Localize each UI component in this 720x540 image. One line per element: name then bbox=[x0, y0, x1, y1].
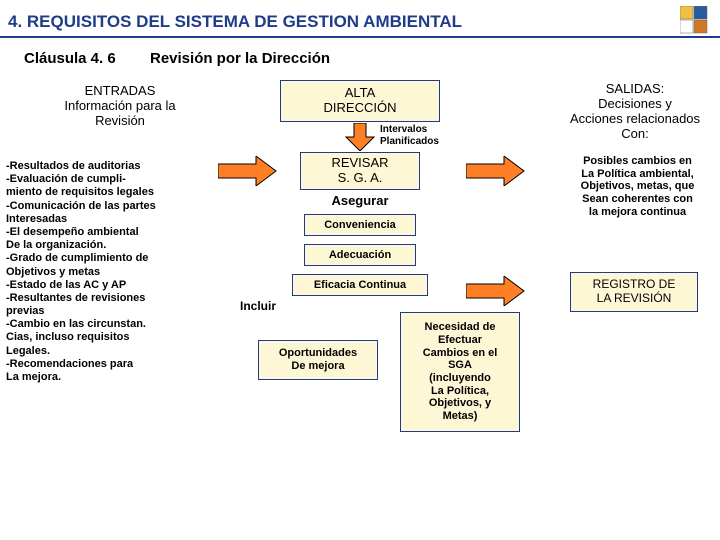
arrow-revisar-salidas-icon bbox=[466, 156, 526, 186]
adecuacion-text: Adecuación bbox=[329, 249, 391, 262]
eficacia-text: Eficacia Continua bbox=[314, 279, 406, 292]
logo-icon bbox=[680, 6, 708, 34]
clause-title: Revisión por la Dirección bbox=[150, 50, 330, 67]
section-divider bbox=[0, 36, 720, 38]
registro-box: REGISTRO DE LA REVISIÓN bbox=[570, 272, 698, 312]
intervalos-label: Intervalos Planificados bbox=[380, 124, 470, 147]
arrow-entradas-revisar-icon bbox=[218, 156, 278, 186]
oportunidades-text: Oportunidades De mejora bbox=[279, 347, 357, 372]
revisar-box: REVISAR S. G. A. bbox=[300, 152, 420, 190]
alta-direccion-box: ALTA DIRECCIÓN bbox=[280, 80, 440, 122]
alta-direccion-text: ALTA DIRECCIÓN bbox=[324, 86, 397, 116]
arrow-intervalos-icon bbox=[340, 123, 380, 151]
salidas-header: SALIDAS: Decisiones y Acciones relaciona… bbox=[560, 82, 710, 142]
registro-text: REGISTRO DE LA REVISIÓN bbox=[593, 278, 676, 306]
arrow-eficacia-registro-icon bbox=[466, 276, 526, 306]
oportunidades-box: Oportunidades De mejora bbox=[258, 340, 378, 380]
asegurar-label: Asegurar bbox=[300, 194, 420, 209]
clause-label: Cláusula 4. 6 bbox=[24, 50, 116, 67]
necesidad-text: Necesidad de Efectuar Cambios en el SGA … bbox=[423, 321, 498, 422]
posibles-label: Posibles cambios en La Política ambienta… bbox=[560, 155, 715, 218]
necesidad-box: Necesidad de Efectuar Cambios en el SGA … bbox=[400, 312, 520, 432]
conveniencia-text: Conveniencia bbox=[324, 219, 396, 232]
eficacia-box: Eficacia Continua bbox=[292, 274, 428, 296]
revisar-text: REVISAR S. G. A. bbox=[331, 156, 388, 186]
page-title: 4. REQUISITOS DEL SISTEMA DE GESTION AMB… bbox=[8, 12, 462, 32]
entradas-header: ENTRADAS Información para la Revisión bbox=[40, 84, 200, 129]
entradas-list: -Resultados de auditorias -Evaluación de… bbox=[6, 160, 211, 384]
conveniencia-box: Conveniencia bbox=[304, 214, 416, 236]
incluir-label: Incluir bbox=[240, 300, 276, 314]
adecuacion-box: Adecuación bbox=[304, 244, 416, 266]
